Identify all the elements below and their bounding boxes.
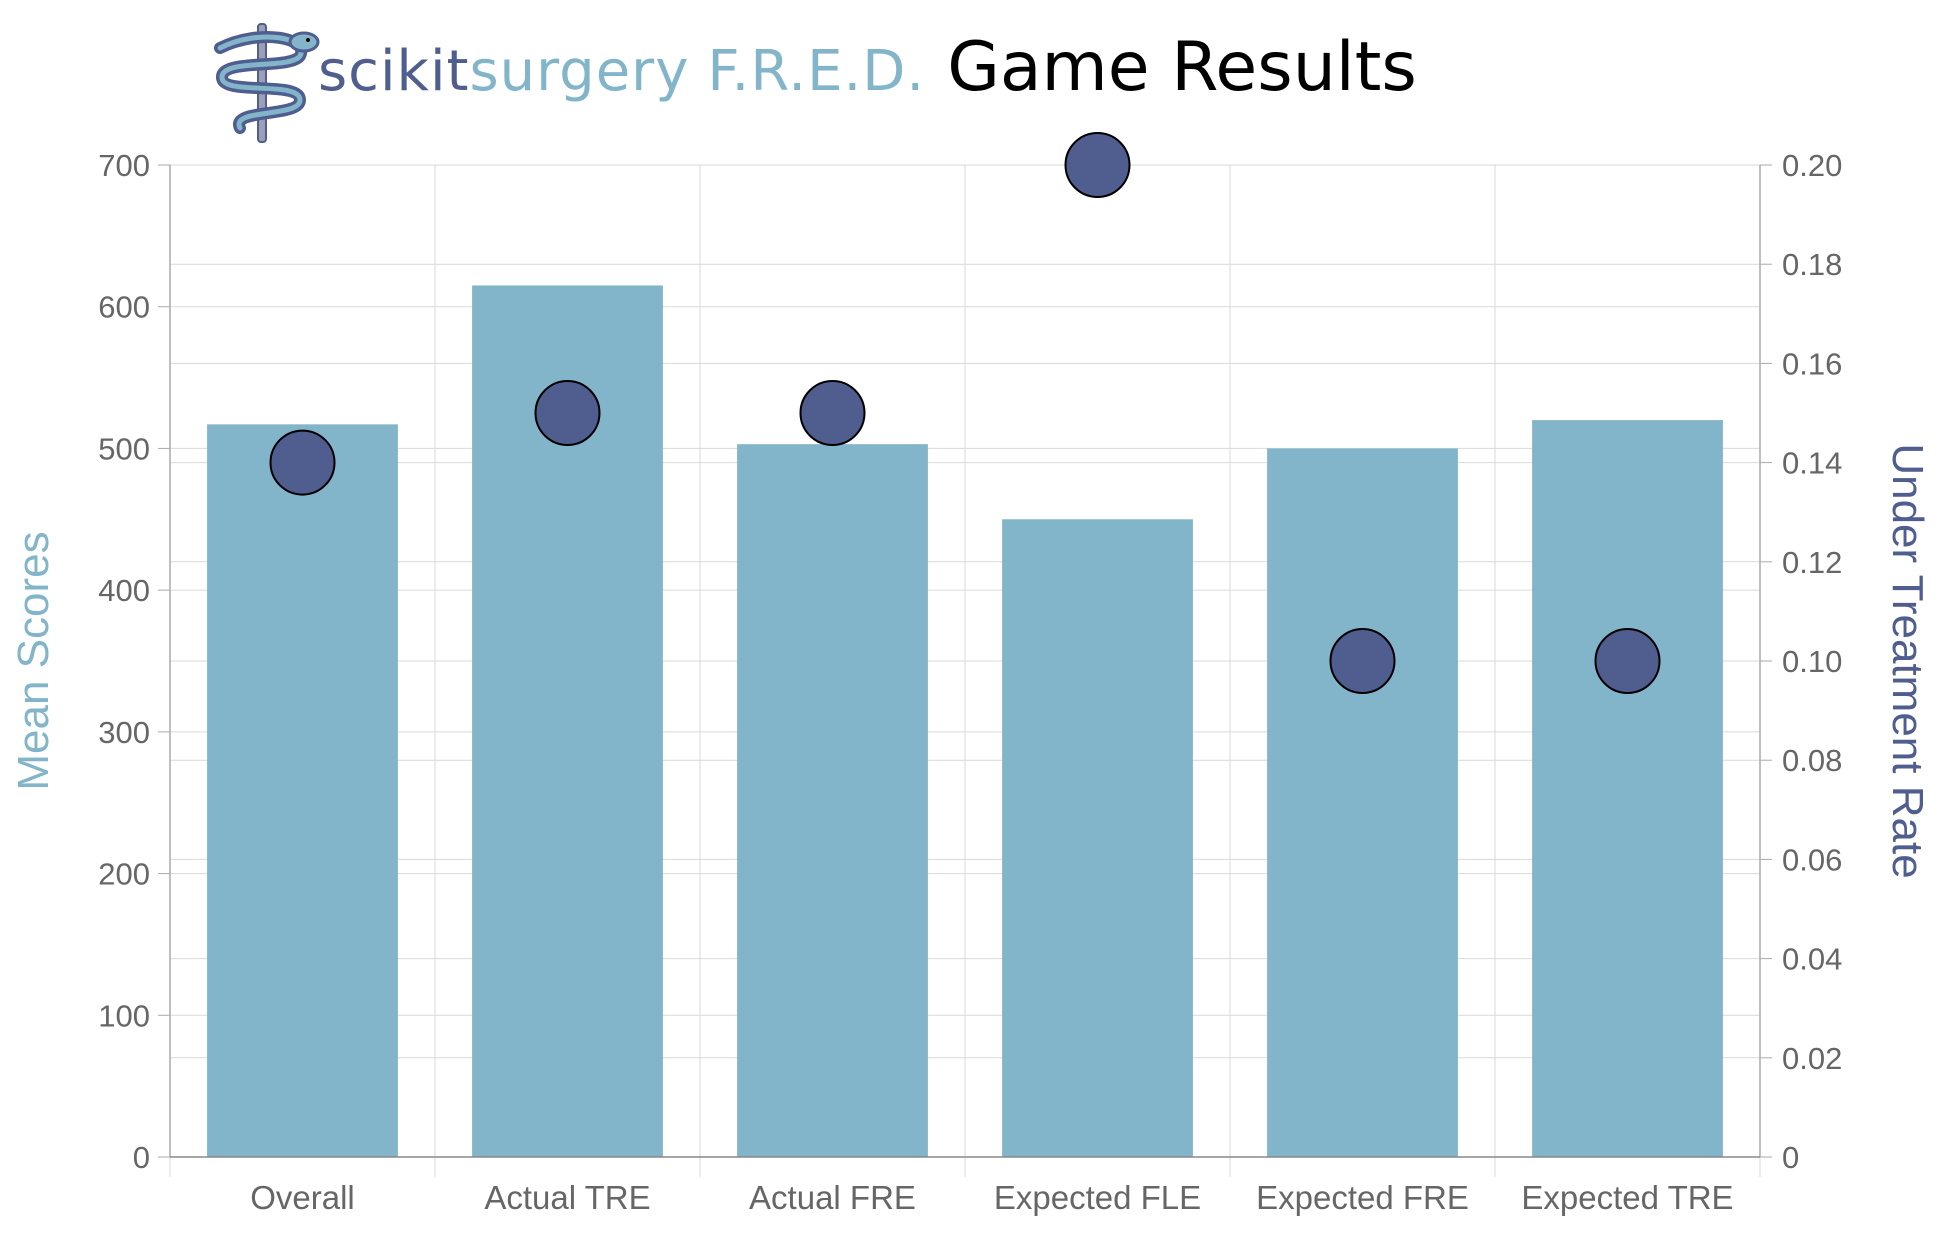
y-tick-label-right: 0.08 — [1782, 743, 1842, 778]
label-layer: 0 100 200 300 400 500 600 700 0 0.02 0.04 0.06 0.08 0… — [9, 148, 1932, 1216]
x-tick-label: Expected FLE — [994, 1179, 1201, 1216]
y-tick-label-right: 0.14 — [1782, 446, 1842, 481]
y-tick-label-left: 100 — [98, 998, 150, 1033]
y-tick-label-left: 200 — [98, 857, 150, 892]
brand-fred: F.R.E.D. — [707, 39, 926, 104]
brand-scikit: scikit — [318, 39, 470, 104]
point-expected-fre — [1329, 628, 1396, 694]
y-tick-label-left: 300 — [98, 715, 150, 750]
bar-layer — [207, 285, 1723, 1158]
y-axis-title-left: Mean Scores — [9, 531, 58, 790]
x-tick-label: Expected FRE — [1256, 1179, 1469, 1216]
chart-title: Game Results — [947, 28, 1417, 107]
x-tick-label: Overall — [250, 1179, 355, 1216]
bar-expected-tre — [1532, 420, 1723, 1158]
y-tick-label-right: 0.02 — [1782, 1041, 1842, 1076]
y-tick-label-left: 700 — [98, 148, 150, 183]
y-tick-label-right: 0.20 — [1782, 148, 1842, 183]
y-tick-label-right: 0 — [1782, 1140, 1799, 1175]
point-layer — [269, 132, 1661, 694]
grid-layer — [169, 164, 1761, 1177]
x-tick-label: Actual TRE — [484, 1179, 650, 1216]
y-tick-label-right: 0.04 — [1782, 942, 1842, 977]
y-tick-label-left: 500 — [98, 431, 150, 466]
x-tick-label: Expected TRE — [1521, 1179, 1733, 1216]
y-tick-label-right: 0.12 — [1782, 545, 1842, 580]
bar-expected-fle — [1002, 519, 1193, 1157]
axis-layer — [158, 164, 1772, 1158]
point-actual-tre — [534, 380, 601, 446]
y-tick-label-left: 400 — [98, 573, 150, 608]
y-tick-label-right: 0.18 — [1782, 247, 1842, 282]
bar-actual-fre — [737, 444, 928, 1158]
y-tick-label-right: 0.16 — [1782, 346, 1842, 381]
x-tick-label: Actual FRE — [749, 1179, 916, 1216]
point-actual-fre — [799, 380, 866, 446]
brand-surgery: surgery — [469, 39, 690, 104]
caduceus-logo-icon — [214, 23, 320, 143]
y-tick-label-left: 600 — [98, 290, 150, 325]
bar-expected-fre — [1267, 448, 1458, 1157]
point-expected-fle — [1064, 132, 1131, 198]
point-expected-tre — [1594, 628, 1661, 694]
y-tick-label-left: 0 — [133, 1140, 150, 1175]
y-tick-label-right: 0.06 — [1782, 842, 1842, 877]
y-tick-label-right: 0.10 — [1782, 644, 1842, 679]
chart-header: scikit surgery F.R.E.D. Game Results — [318, 28, 1417, 128]
y-axis-title-right: Under Treatment Rate — [1883, 443, 1932, 878]
bar-overall — [207, 424, 398, 1157]
point-overall — [269, 429, 336, 496]
